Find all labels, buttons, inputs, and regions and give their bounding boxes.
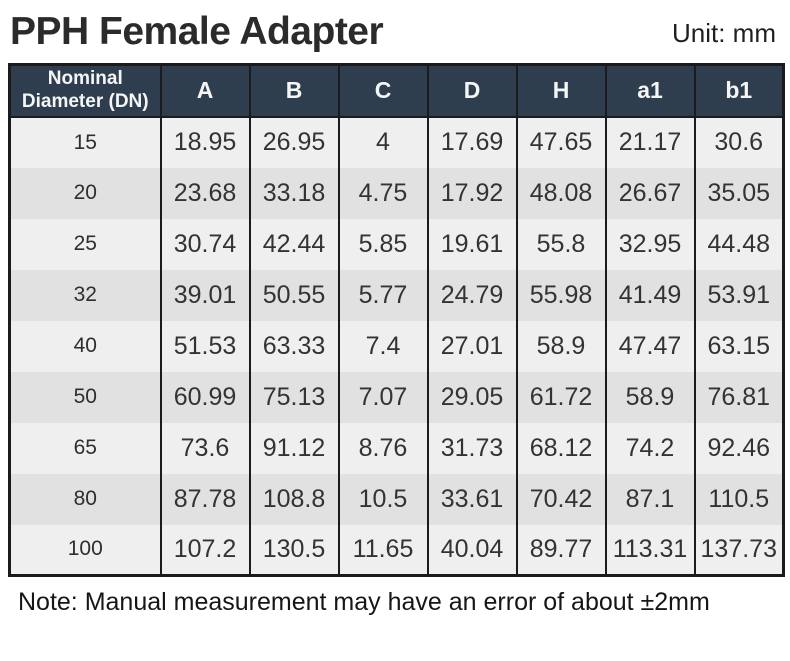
header-cell: b1: [693, 64, 785, 118]
cell-value: 130.5: [248, 524, 340, 576]
cell-value: 30.74: [159, 218, 251, 270]
cell-value: 27.01: [426, 320, 518, 372]
cell-value: 8.76: [337, 422, 429, 474]
cell-value: 47.47: [604, 320, 696, 372]
cell-value: 29.05: [426, 371, 518, 423]
table-row: 40 51.53 63.33 7.4 27.01 58.9 47.47 63.15: [8, 320, 785, 372]
cell-value: 50.55: [248, 269, 340, 321]
header-cell: D: [426, 64, 518, 118]
title-bar: PPH Female Adapter Unit: mm: [0, 0, 790, 63]
cell-value: 19.61: [426, 218, 518, 270]
cell-value: 75.13: [248, 371, 340, 423]
table-row: 25 30.74 42.44 5.85 19.61 55.8 32.95 44.48: [8, 218, 785, 270]
cell-value: 4: [337, 116, 429, 168]
cell-value: 35.05: [693, 167, 785, 219]
cell-value: 55.98: [515, 269, 607, 321]
cell-dn: 100: [8, 524, 162, 576]
cell-value: 33.18: [248, 167, 340, 219]
cell-value: 32.95: [604, 218, 696, 270]
cell-value: 61.72: [515, 371, 607, 423]
cell-value: 74.2: [604, 422, 696, 474]
cell-value: 26.95: [248, 116, 340, 168]
cell-value: 31.73: [426, 422, 518, 474]
page-title: PPH Female Adapter: [10, 10, 384, 53]
cell-value: 23.68: [159, 167, 251, 219]
cell-value: 73.6: [159, 422, 251, 474]
cell-value: 17.92: [426, 167, 518, 219]
cell-dn: 65: [8, 422, 162, 474]
cell-value: 47.65: [515, 116, 607, 168]
cell-value: 53.91: [693, 269, 785, 321]
note-text: Note: Manual measurement may have an err…: [18, 588, 710, 617]
table-row: 80 87.78 108.8 10.5 33.61 70.42 87.1 110.5: [8, 473, 785, 525]
cell-value: 87.1: [604, 473, 696, 525]
cell-value: 87.78: [159, 473, 251, 525]
cell-value: 40.04: [426, 524, 518, 576]
table-row: 15 18.95 26.95 4 17.69 47.65 21.17 30.6: [8, 116, 785, 168]
cell-value: 92.46: [693, 422, 785, 474]
unit-label: Unit: mm: [672, 17, 776, 48]
cell-value: 10.5: [337, 473, 429, 525]
cell-value: 110.5: [693, 473, 785, 525]
cell-value: 51.53: [159, 320, 251, 372]
table-row: 20 23.68 33.18 4.75 17.92 48.08 26.67 35.05: [8, 167, 785, 219]
cell-value: 33.61: [426, 473, 518, 525]
cell-value: 76.81: [693, 371, 785, 423]
header-cell: B: [248, 64, 340, 118]
cell-value: 68.12: [515, 422, 607, 474]
cell-value: 42.44: [248, 218, 340, 270]
cell-value: 7.07: [337, 371, 429, 423]
cell-value: 60.99: [159, 371, 251, 423]
cell-value: 137.73: [693, 524, 785, 576]
cell-dn: 50: [8, 371, 162, 423]
cell-value: 4.75: [337, 167, 429, 219]
cell-dn: 20: [8, 167, 162, 219]
cell-value: 70.42: [515, 473, 607, 525]
cell-value: 58.9: [604, 371, 696, 423]
page: PPH Female Adapter Unit: mm Nominal Diam…: [0, 0, 790, 617]
cell-value: 41.49: [604, 269, 696, 321]
cell-dn: 32: [8, 269, 162, 321]
cell-dn: 80: [8, 473, 162, 525]
header-cell: C: [337, 64, 429, 118]
cell-value: 91.12: [248, 422, 340, 474]
cell-value: 63.33: [248, 320, 340, 372]
cell-value: 107.2: [159, 524, 251, 576]
cell-value: 48.08: [515, 167, 607, 219]
cell-value: 17.69: [426, 116, 518, 168]
cell-value: 44.48: [693, 218, 785, 270]
table-row: 50 60.99 75.13 7.07 29.05 61.72 58.9 76.81: [8, 371, 785, 423]
table-row: 65 73.6 91.12 8.76 31.73 68.12 74.2 92.46: [8, 422, 785, 474]
cell-dn: 25: [8, 218, 162, 270]
table-body: 15 18.95 26.95 4 17.69 47.65 21.17 30.6 20 23.68 3…: [8, 116, 785, 576]
cell-value: 24.79: [426, 269, 518, 321]
header-cell: A: [159, 64, 251, 118]
cell-value: 18.95: [159, 116, 251, 168]
header-cell: H: [515, 64, 607, 118]
cell-value: 89.77: [515, 524, 607, 576]
cell-value: 5.85: [337, 218, 429, 270]
cell-dn: 15: [8, 116, 162, 168]
cell-value: 7.4: [337, 320, 429, 372]
cell-value: 26.67: [604, 167, 696, 219]
cell-value: 5.77: [337, 269, 429, 321]
header-cell-dn: Nominal Diameter (DN): [8, 64, 162, 118]
cell-value: 11.65: [337, 524, 429, 576]
cell-dn: 40: [8, 320, 162, 372]
table-row: 100 107.2 130.5 11.65 40.04 89.77 113.31 137.73: [8, 524, 785, 576]
cell-value: 108.8: [248, 473, 340, 525]
cell-value: 63.15: [693, 320, 785, 372]
cell-value: 30.6: [693, 116, 785, 168]
table-row: 32 39.01 50.55 5.77 24.79 55.98 41.49 53.91: [8, 269, 785, 321]
cell-value: 58.9: [515, 320, 607, 372]
cell-value: 55.8: [515, 218, 607, 270]
cell-value: 39.01: [159, 269, 251, 321]
cell-value: 21.17: [604, 116, 696, 168]
header-cell: a1: [604, 64, 696, 118]
cell-value: 113.31: [604, 524, 696, 576]
